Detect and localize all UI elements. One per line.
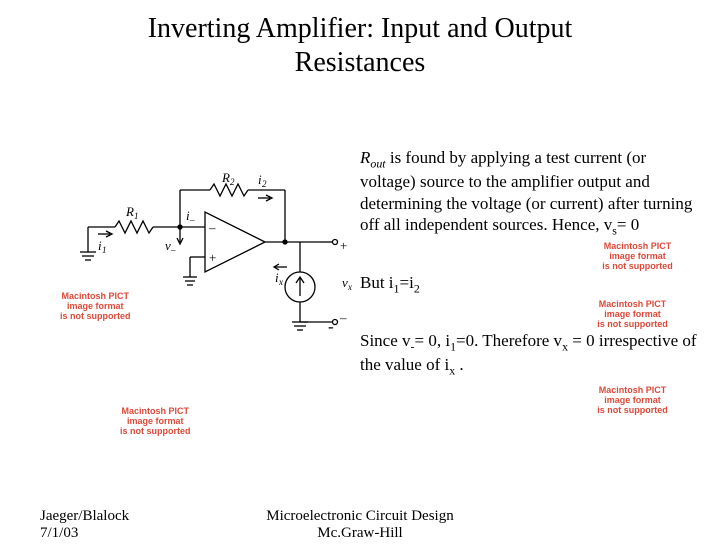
label-r2: R bbox=[221, 172, 230, 185]
but-line: But i1=i2 bbox=[360, 272, 705, 296]
footer-book1: Microelectronic Circuit Design bbox=[266, 508, 453, 524]
label-r1: R bbox=[125, 204, 134, 219]
rout-rest: is found by applying a test current (or … bbox=[360, 148, 692, 234]
slide-title: Inverting Amplifier: Input and Output Re… bbox=[0, 12, 720, 79]
circuit-diagram: R1 R2 i1 i2 i– v– ix vx – + + – bbox=[70, 172, 360, 352]
svg-text:1: 1 bbox=[134, 211, 139, 221]
svg-text:–: – bbox=[170, 245, 176, 255]
svg-text:–: – bbox=[208, 220, 216, 235]
pict-error-2: Macintosh PICT image format is not suppo… bbox=[560, 300, 705, 330]
but-prefix: But i bbox=[360, 273, 394, 292]
pict-error-1: Macintosh PICT image format is not suppo… bbox=[570, 242, 705, 272]
since-mid2: =0. Therefore v bbox=[456, 331, 562, 350]
pict-error-left1: Macintosh PICT image format is not suppo… bbox=[60, 292, 131, 322]
dash-mark: - bbox=[328, 317, 334, 337]
footer-book2: Mc.Graw-Hill bbox=[317, 525, 402, 541]
text-column: Rout is found by applying a test current… bbox=[360, 147, 705, 416]
svg-text:+: + bbox=[340, 238, 347, 253]
since-mid1: = 0, i bbox=[415, 331, 451, 350]
since-block: Since v-= 0, i1=0. Therefore vx = 0 irre… bbox=[360, 330, 705, 379]
since-tail: . bbox=[455, 355, 464, 374]
svg-text:2: 2 bbox=[262, 179, 267, 189]
but-sub2: 2 bbox=[414, 281, 420, 295]
title-line2: Resistances bbox=[295, 47, 426, 78]
svg-text:–: – bbox=[189, 215, 195, 225]
vs-tail: = 0 bbox=[617, 215, 639, 234]
title-line1: Inverting Amplifier: Input and Output bbox=[148, 13, 573, 44]
pict-error-left2: Macintosh PICT image format is not suppo… bbox=[120, 407, 191, 437]
svg-text:–: – bbox=[339, 310, 347, 325]
rout-R: R bbox=[360, 148, 370, 167]
svg-text:x: x bbox=[347, 282, 352, 292]
pict-error-3: Macintosh PICT image format is not suppo… bbox=[560, 386, 705, 416]
svg-text:x: x bbox=[278, 277, 283, 287]
para-rout: Rout is found by applying a test current… bbox=[360, 147, 705, 238]
footer-center: Microelectronic Circuit Design Mc.Graw-H… bbox=[0, 508, 720, 542]
but-mid: =i bbox=[400, 273, 414, 292]
svg-text:+: + bbox=[209, 250, 216, 265]
svg-text:1: 1 bbox=[102, 245, 107, 255]
svg-text:2: 2 bbox=[230, 177, 235, 187]
rout-sub: out bbox=[370, 156, 385, 170]
since-prefix: Since v bbox=[360, 331, 411, 350]
